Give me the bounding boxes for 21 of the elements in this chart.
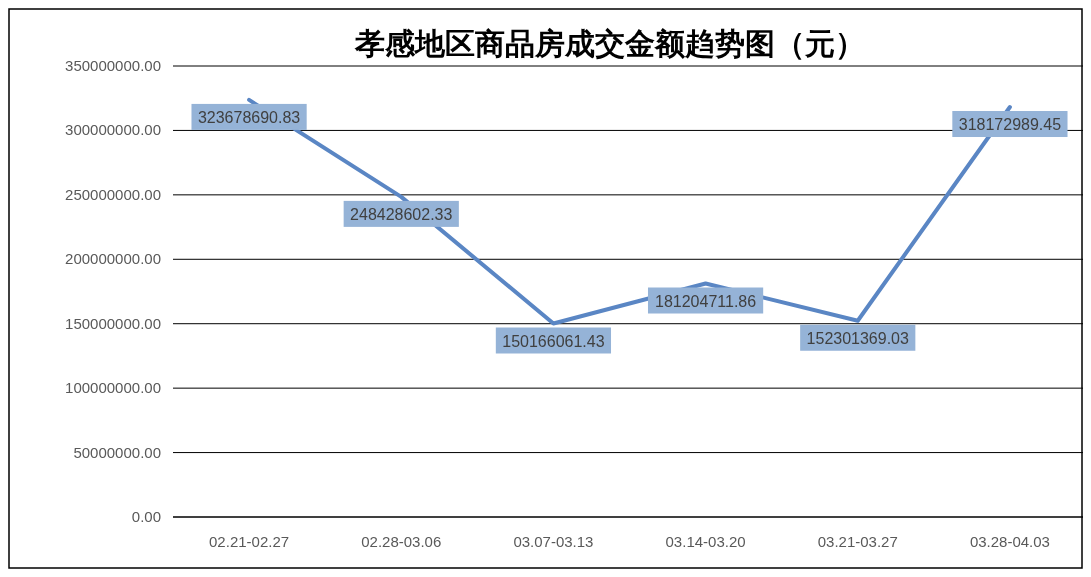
y-tick-label: 150000000.00 <box>65 314 161 332</box>
x-tick-label: 03.28-04.03 <box>969 533 1050 550</box>
y-tick-label: 250000000.00 <box>65 185 161 203</box>
y-tick-label: 350000000.00 <box>65 57 161 74</box>
y-tick-label: 50000000.00 <box>73 443 161 461</box>
x-tick-label: 03.14-03.20 <box>665 533 746 550</box>
data-label: 323678690.83 <box>197 108 301 126</box>
y-tick-label: 100000000.00 <box>65 379 161 397</box>
chart-title: 孝感地区商品房成交金额趋势图（元） <box>353 26 865 61</box>
x-tick-label: 03.21-03.27 <box>817 533 898 550</box>
data-label: 248428602.33 <box>350 205 453 223</box>
x-tick-label: 02.28-03.06 <box>361 533 442 550</box>
data-label: 152301369.03 <box>806 329 910 347</box>
data-label: 150166061.43 <box>502 332 605 350</box>
data-label: 318172989.45 <box>958 116 1062 134</box>
y-tick-label: 200000000.00 <box>65 250 161 268</box>
data-label: 181204711.86 <box>655 292 757 310</box>
y-tick-label: 0.00 <box>131 508 161 525</box>
x-tick-label: 03.07-03.13 <box>513 533 594 550</box>
y-tick-label: 300000000.00 <box>65 121 161 139</box>
x-tick-label: 02.21-02.27 <box>209 533 290 550</box>
